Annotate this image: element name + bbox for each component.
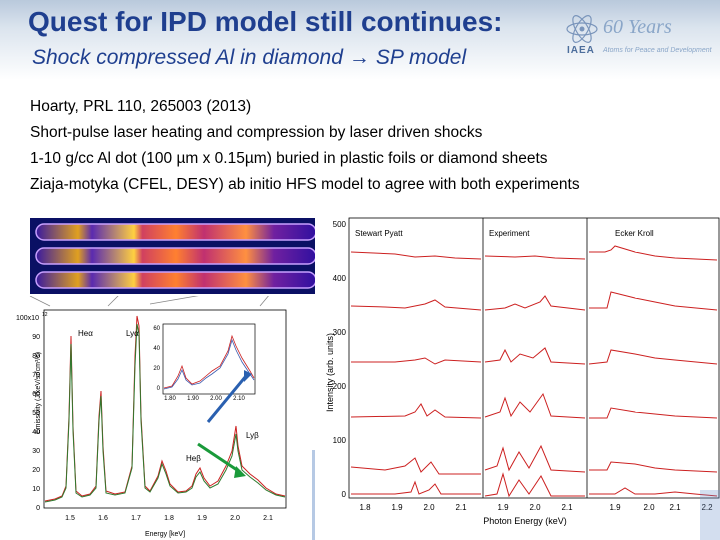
inset-x-tick: 1.90 (187, 396, 199, 402)
x-axis-title: Photon Energy (keV) (483, 516, 567, 526)
inset-x-tick: 2.10 (233, 396, 245, 402)
line-label-ly-beta: Lyβ (246, 431, 259, 440)
y-tick: 10 (32, 486, 40, 493)
x-tick: 2.2 (701, 503, 713, 512)
arrow-icon: → (348, 46, 370, 69)
x-tick: 2.0 (529, 503, 541, 512)
pointer-arrow-green (197, 442, 241, 474)
subtitle-text-right: SP model (375, 46, 467, 69)
experiment-traces (484, 255, 586, 498)
panel-title: Ecker Kroll (615, 229, 654, 238)
y-tick: 20 (32, 467, 40, 474)
scale-label: 100x10 (16, 315, 39, 322)
plot-frame (43, 309, 287, 509)
x-tick: 1.8 (359, 503, 371, 512)
y-tick: 30 (32, 448, 40, 455)
header-band (0, 0, 720, 80)
subtitle-text-left: Shock compressed Al in diamond (32, 46, 343, 69)
arrow-head-icon (234, 466, 246, 478)
y-tick: 60 (32, 391, 40, 398)
x-tick: 2.1 (669, 503, 681, 512)
org-name: IAEA (567, 45, 595, 56)
anniversary-label: 60 Years (603, 16, 672, 38)
body-line: Hoarty, PRL 110, 265003 (2013) (30, 98, 252, 115)
x-ticks: 1.8 1.9 2.0 2.1 1.9 2.0 2.1 1.9 2.0 2.1 … (359, 503, 713, 512)
inset-x-tick: 2.00 (210, 396, 222, 402)
panel-title: Experiment (489, 229, 530, 238)
y-tick: 50 (32, 410, 40, 417)
decorative-strip (700, 490, 720, 540)
inset-y-tick: 40 (153, 346, 160, 352)
x-tick: 2.1 (455, 503, 467, 512)
ecker-kroll-traces (588, 245, 718, 497)
y-tick: 100 (333, 436, 347, 445)
x-tick: 1.9 (197, 515, 207, 522)
stewart-pyatt-traces (350, 251, 482, 495)
x-tick: 1.9 (497, 503, 509, 512)
iaea-logo: 60 Years IAEA Atoms for Peace and Develo… (565, 10, 720, 58)
x-tick: 1.5 (65, 515, 75, 522)
slide-subtitle: Shock compressed Al in diamond → SP model (32, 46, 466, 70)
x-tick: 1.8 (164, 515, 174, 522)
spectrum-trace-model (44, 323, 286, 503)
y-tick: 40 (32, 429, 40, 436)
body-line: Ziaja-motyka (CFEL, DESY) ab initio HFS … (30, 176, 580, 193)
line-label-ly-alpha: Lyα (126, 329, 139, 338)
body-line: 1-10 g/cc Al dot (100 µm x 0.15µm) burie… (30, 150, 548, 167)
body-text: Hoarty, PRL 110, 265003 (2013) Short-pul… (30, 94, 580, 198)
inset-plot: 60 40 20 0 1.80 1.90 2.00 2.10 (153, 323, 256, 402)
inset-x-tick: 1.80 (164, 396, 176, 402)
x-tick: 2.0 (230, 515, 240, 522)
arrow-head-icon (244, 370, 252, 382)
y-ticks: 90 80 70 60 50 40 30 20 10 0 (32, 334, 40, 512)
panel-frame (348, 217, 720, 499)
inset-y-tick: 60 (153, 326, 160, 332)
x-tick: 1.9 (391, 503, 403, 512)
x-axis-title: Energy [keV] (145, 531, 185, 538)
line-label-he-alpha: Heα (78, 329, 93, 338)
line-label-he-beta: Heβ (186, 454, 201, 463)
y-tick: 0 (36, 505, 40, 512)
scale-exponent: 12 (42, 312, 48, 318)
x-tick: 2.0 (643, 503, 655, 512)
y-axis-title: Intensity (arb. units) (325, 333, 335, 412)
y-tick: 70 (32, 372, 40, 379)
y-tick: 200 (333, 382, 347, 391)
inset-y-tick: 0 (157, 386, 161, 392)
panel-title: Stewart Pyatt (355, 229, 403, 238)
streak-image (30, 218, 322, 294)
y-axis-title: Emissivity (J/keV/sr/cm³/s) (35, 352, 42, 434)
x-tick: 2.1 (561, 503, 573, 512)
inset-y-tick: 20 (153, 366, 160, 372)
y-tick: 0 (342, 490, 347, 499)
emissivity-figure: Emissivity (J/keV/sr/cm³/s) 100x10 12 90… (0, 293, 312, 540)
y-tick: 400 (333, 274, 347, 283)
inset-trace-experiment (163, 334, 255, 389)
x-tick: 1.9 (609, 503, 621, 512)
x-ticks: 1.5 1.6 1.7 1.8 1.9 2.0 2.1 (65, 515, 273, 522)
atom-emblem-icon (566, 15, 598, 43)
y-tick: 80 (32, 353, 40, 360)
x-tick: 1.7 (131, 515, 141, 522)
slide-title: Quest for IPD model still continues: (28, 6, 503, 37)
org-tagline: Atoms for Peace and Development (603, 47, 712, 54)
pointer-arrow-blue (206, 375, 248, 423)
inset-trace-model (163, 338, 255, 390)
x-tick: 2.0 (423, 503, 435, 512)
body-line: Short-pulse laser heating and compressio… (30, 124, 483, 141)
y-tick: 300 (333, 328, 347, 337)
spectrum-trace-experiment (44, 315, 286, 502)
y-ticks: 500 400 300 200 100 0 (333, 220, 347, 499)
y-tick: 90 (32, 334, 40, 341)
x-tick: 2.1 (263, 515, 273, 522)
y-tick: 500 (333, 220, 347, 229)
intensity-panels-figure: Intensity (arb. units) 500 400 300 200 1… (315, 212, 720, 540)
x-tick: 1.6 (98, 515, 108, 522)
